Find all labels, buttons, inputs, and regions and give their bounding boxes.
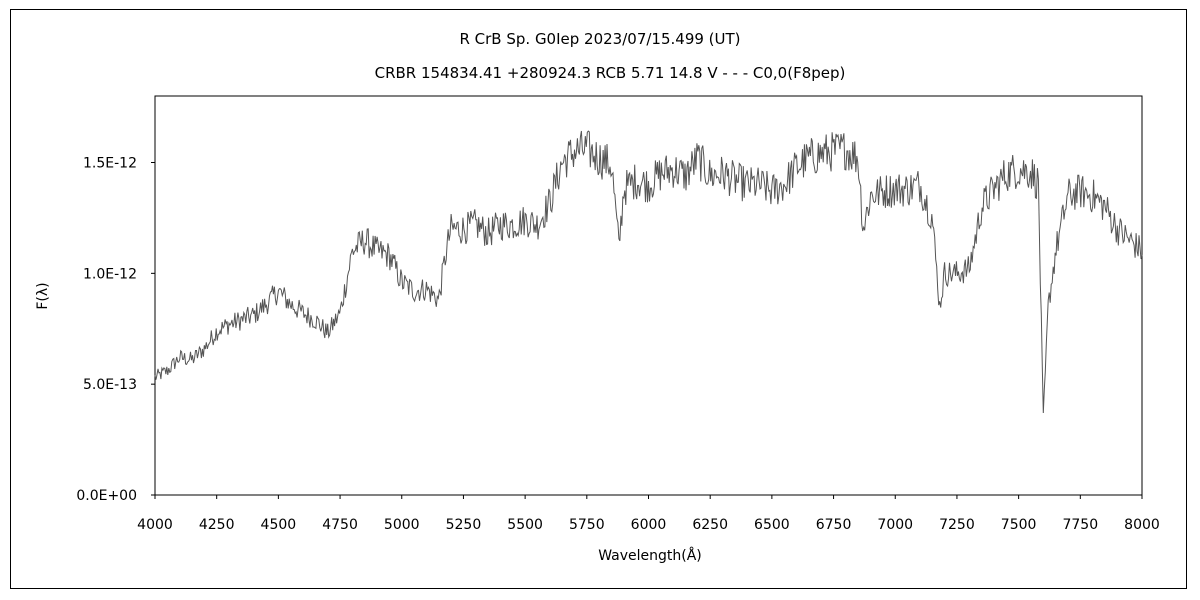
x-tick-label: 7000 (877, 517, 913, 533)
x-tick-label: 6750 (816, 517, 852, 533)
x-tick-label: 6500 (754, 517, 790, 533)
chart-title: R CrB Sp. G0Iep 2023/07/15.499 (UT) (459, 30, 740, 48)
y-axis-label: F(λ) (35, 282, 51, 309)
x-tick-label: 4750 (322, 517, 358, 533)
x-tick-label: 6250 (692, 517, 728, 533)
x-tick-label: 5750 (569, 517, 605, 533)
y-tick-label: 0.0E+00 (76, 488, 137, 504)
x-tick-label: 7750 (1062, 517, 1098, 533)
x-axis-label: Wavelength(Å) (598, 547, 702, 564)
chart-frame (10, 9, 1187, 589)
x-axis: 4000 4250 4500 4750 5000 5250 5500 5750 6000 6250… (137, 495, 1160, 533)
x-tick-label: 7250 (939, 517, 975, 533)
x-tick-label: 5000 (384, 517, 420, 533)
x-tick-label: 4000 (137, 517, 173, 533)
x-tick-label: 7500 (1001, 517, 1037, 533)
y-axis: 0.0E+00 5.0E-13 1.0E-12 1.5E-12 (76, 156, 155, 504)
y-tick-label: 1.0E-12 (83, 266, 137, 282)
y-tick-label: 1.5E-12 (83, 156, 137, 172)
x-tick-label: 8000 (1124, 517, 1160, 533)
x-tick-label: 4500 (261, 517, 297, 533)
x-tick-label: 5250 (446, 517, 482, 533)
x-tick-label: 4250 (199, 517, 235, 533)
y-tick-label: 5.0E-13 (83, 377, 137, 393)
plot-area (154, 95, 1143, 496)
x-tick-label: 6000 (631, 517, 667, 533)
chart-subtitle: CRBR 154834.41 +280924.3 RCB 5.71 14.8 V… (375, 64, 846, 82)
x-tick-label: 5500 (507, 517, 543, 533)
spectrum-line (154, 130, 1143, 414)
